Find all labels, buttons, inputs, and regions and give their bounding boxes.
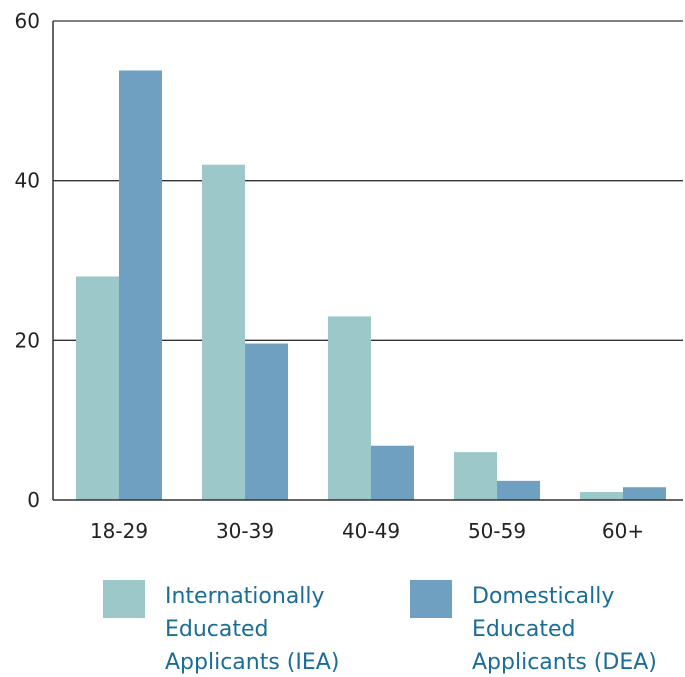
legend-swatch	[410, 580, 452, 618]
legend-label-line: Educated	[165, 617, 269, 642]
legend-label-line: Educated	[472, 617, 576, 642]
bar-iea-18-29	[76, 276, 119, 500]
legend-item-dea: Domestically Educated Applicants (DEA)	[410, 580, 657, 675]
legend-label-line: Applicants (DEA)	[472, 650, 657, 675]
bar-iea-50-59	[454, 452, 497, 500]
bars	[76, 70, 666, 500]
x-axis-tick-labels: 18-29 30-39 40-49 50-59 60+	[90, 519, 644, 543]
bar-dea-18-29	[119, 70, 162, 500]
bar-iea-60+	[580, 492, 623, 500]
y-tick-label: 0	[27, 488, 40, 512]
legend-label-line: Internationally	[165, 584, 325, 609]
bar-dea-30-39	[245, 343, 288, 500]
x-tick-label: 40-49	[342, 519, 400, 543]
legend-swatch	[103, 580, 145, 618]
legend-label-line: Applicants (IEA)	[165, 650, 339, 675]
y-tick-label: 40	[15, 169, 40, 193]
legend-label-line: Domestically	[472, 584, 614, 609]
y-tick-label: 20	[15, 328, 40, 352]
x-tick-label: 50-59	[468, 519, 526, 543]
legend-item-iea: Internationally Educated Applicants (IEA)	[103, 580, 339, 675]
x-tick-label: 60+	[602, 519, 644, 543]
legend: Internationally Educated Applicants (IEA) D…	[103, 580, 657, 675]
bar-dea-60+	[623, 487, 666, 500]
bar-iea-40-49	[328, 316, 371, 500]
x-tick-label: 30-39	[216, 519, 274, 543]
y-tick-label: 60	[15, 9, 40, 33]
bar-dea-50-59	[497, 480, 540, 500]
bar-dea-40-49	[371, 445, 414, 500]
y-axis-tick-labels: 0 20 40 60	[15, 9, 40, 512]
x-tick-label: 18-29	[90, 519, 148, 543]
axes	[52, 21, 683, 501]
bar-iea-30-39	[202, 164, 245, 500]
